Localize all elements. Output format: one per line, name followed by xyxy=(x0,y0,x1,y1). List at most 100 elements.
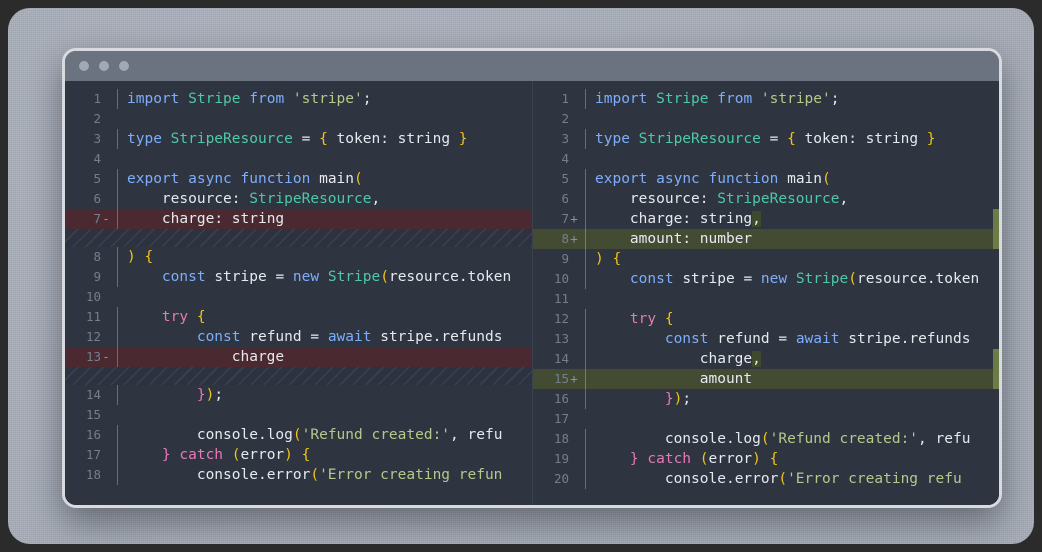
code-text: type StripeResource = { token: string } xyxy=(117,129,532,149)
code-line[interactable]: 13- charge xyxy=(65,347,532,367)
code-line[interactable]: 19 } catch (error) { xyxy=(533,449,999,469)
code-line[interactable]: 5 export async function main( xyxy=(65,169,532,189)
code-line[interactable]: 13 const refund = await stripe.refunds xyxy=(533,329,999,349)
code-line[interactable]: 8+ amount: number xyxy=(533,229,999,249)
minimize-dot-icon[interactable] xyxy=(99,61,109,71)
line-number: 19 xyxy=(553,451,569,466)
close-dot-icon[interactable] xyxy=(79,61,89,71)
code-line[interactable]: 4 xyxy=(533,149,999,169)
line-number: 14 xyxy=(85,387,101,402)
code-text: console.log('Refund created:', refu xyxy=(117,425,532,445)
diff-panes: 1 import Stripe from 'stripe'; 2 3 type Stri… xyxy=(65,81,999,505)
line-number: 16 xyxy=(85,427,101,442)
diff-sign: + xyxy=(570,231,578,246)
code-line[interactable]: 3 type StripeResource = { token: string } xyxy=(533,129,999,149)
code-line[interactable]: 15 xyxy=(65,405,532,425)
line-number: 6 xyxy=(561,191,569,206)
window-titlebar xyxy=(65,51,999,81)
code-line[interactable]: 16 console.log('Refund created:', refu xyxy=(65,425,532,445)
zoom-dot-icon[interactable] xyxy=(119,61,129,71)
line-number: 2 xyxy=(93,111,101,126)
code-line[interactable]: 18 console.log('Refund created:', refu xyxy=(533,429,999,449)
code-text: ) { xyxy=(117,247,532,267)
line-number: 3 xyxy=(93,131,101,146)
line-number: 4 xyxy=(561,151,569,166)
code-text: const stripe = new Stripe(resource.token xyxy=(117,267,532,287)
line-number: 5 xyxy=(561,171,569,186)
code-text: amount xyxy=(585,369,999,389)
diff-sign: + xyxy=(570,211,578,226)
line-number: 8 xyxy=(93,249,101,264)
code-line[interactable]: 18 console.error('Error creating refun xyxy=(65,465,532,485)
code-line[interactable]: 3 type StripeResource = { token: string } xyxy=(65,129,532,149)
code-line[interactable]: 17 } catch (error) { xyxy=(65,445,532,465)
code-line[interactable]: 14 }); xyxy=(65,385,532,405)
line-number: 11 xyxy=(85,309,101,324)
code-line[interactable]: 5 export async function main( xyxy=(533,169,999,189)
code-line[interactable]: 6 resource: StripeResource, xyxy=(65,189,532,209)
code-line[interactable]: 10 xyxy=(65,287,532,307)
code-line[interactable]: 6 resource: StripeResource, xyxy=(533,189,999,209)
code-line[interactable]: 9) { xyxy=(533,249,999,269)
code-text: resource: StripeResource, xyxy=(117,189,532,209)
line-number: 16 xyxy=(553,391,569,406)
code-text: resource: StripeResource, xyxy=(585,189,999,209)
code-text: try { xyxy=(585,309,999,329)
code-line[interactable]: 15+ amount xyxy=(533,369,999,389)
line-number: 15 xyxy=(85,407,101,422)
code-line[interactable]: 1 import Stripe from 'stripe'; xyxy=(533,89,999,109)
line-number: 15+ xyxy=(533,369,585,389)
line-number: 11 xyxy=(553,291,569,306)
line-number: 18 xyxy=(553,431,569,446)
code-text: charge xyxy=(117,347,532,367)
line-number: 2 xyxy=(561,111,569,126)
code-diff-window: 1 import Stripe from 'stripe'; 2 3 type Stri… xyxy=(62,48,1002,508)
code-line[interactable]: 11 try { xyxy=(65,307,532,327)
code-text: export async function main( xyxy=(585,169,999,189)
line-number: 12 xyxy=(85,329,101,344)
line-number: 1 xyxy=(93,91,101,106)
code-line[interactable]: 7- charge: string xyxy=(65,209,532,229)
code-line[interactable]: 11 xyxy=(533,289,999,309)
code-text: }); xyxy=(585,389,999,409)
diff-filler-hatch xyxy=(65,229,532,247)
line-number: 1 xyxy=(561,91,569,106)
line-number: 12 xyxy=(553,311,569,326)
code-text: const refund = await stripe.refunds xyxy=(585,329,999,349)
code-text: ) { xyxy=(585,249,999,269)
code-line[interactable]: 2 xyxy=(533,109,999,129)
code-line[interactable]: 4 xyxy=(65,149,532,169)
code-line[interactable]: 2 xyxy=(65,109,532,129)
code-line[interactable]: 14 charge, xyxy=(533,349,999,369)
code-text: charge, xyxy=(585,349,999,369)
code-line[interactable]: 1 import Stripe from 'stripe'; xyxy=(65,89,532,109)
code-line[interactable]: 20 console.error('Error creating refu xyxy=(533,469,999,489)
diff-pane-after[interactable]: 1 import Stripe from 'stripe'; 2 3 type Stri… xyxy=(532,81,999,505)
line-number: 7- xyxy=(65,209,117,229)
code-text: }); xyxy=(117,385,532,405)
line-number: 7+ xyxy=(533,209,585,229)
code-line[interactable]: 10 const stripe = new Stripe(resource.to… xyxy=(533,269,999,289)
code-text: } catch (error) { xyxy=(585,449,999,469)
code-line[interactable]: 12 const refund = await stripe.refunds xyxy=(65,327,532,347)
code-line[interactable]: 16 }); xyxy=(533,389,999,409)
line-number: 8+ xyxy=(533,229,585,249)
code-text: try { xyxy=(117,307,532,327)
line-number: 20 xyxy=(553,471,569,486)
line-number: 5 xyxy=(93,171,101,186)
code-line[interactable]: 12 try { xyxy=(533,309,999,329)
line-number: 13- xyxy=(65,347,117,367)
diff-sign: + xyxy=(570,371,578,386)
code-line[interactable]: 9 const stripe = new Stripe(resource.tok… xyxy=(65,267,532,287)
code-line[interactable]: 7+ charge: string, xyxy=(533,209,999,229)
code-text: console.error('Error creating refun xyxy=(117,465,532,485)
code-text: charge: string, xyxy=(585,209,999,229)
code-rows-after: 1 import Stripe from 'stripe'; 2 3 type Stri… xyxy=(533,81,999,489)
code-text: const stripe = new Stripe(resource.token xyxy=(585,269,999,289)
diff-sign: - xyxy=(102,349,110,364)
line-number: 17 xyxy=(85,447,101,462)
code-line[interactable]: 8 ) { xyxy=(65,247,532,267)
diff-pane-before[interactable]: 1 import Stripe from 'stripe'; 2 3 type Stri… xyxy=(65,81,532,505)
code-line[interactable]: 17 xyxy=(533,409,999,429)
code-text: console.log('Refund created:', refu xyxy=(585,429,999,449)
